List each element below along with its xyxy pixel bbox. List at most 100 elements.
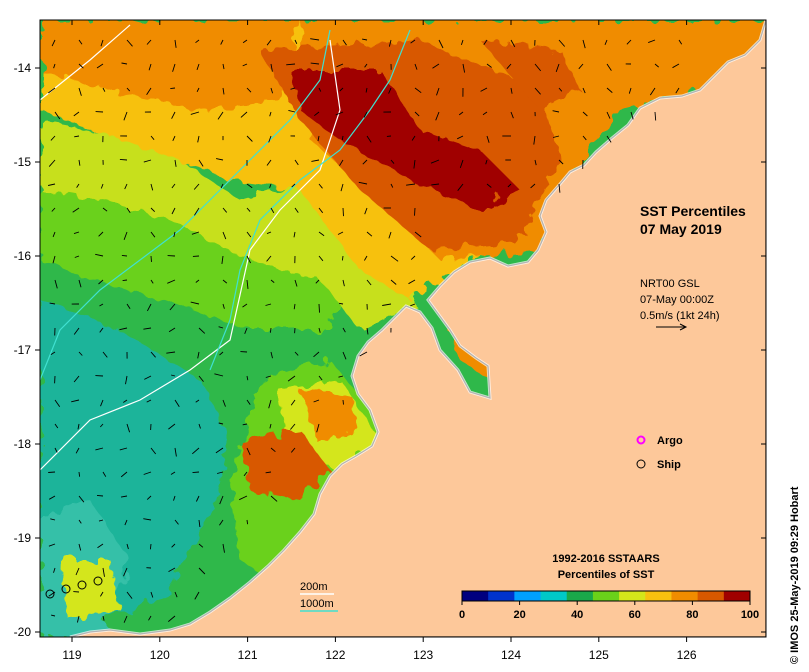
- colorbar-swatch: [566, 591, 594, 601]
- current-arrow: [341, 255, 344, 261]
- current-arrow: [143, 518, 152, 521]
- current-arrow: [270, 207, 275, 214]
- current-arrow: [246, 183, 253, 189]
- current-arrow: [246, 207, 251, 212]
- current-arrow: [365, 87, 368, 93]
- current-arrow: [190, 301, 200, 305]
- current-arrow: [438, 39, 444, 49]
- current-arrow: [364, 63, 368, 68]
- current-arrow: [315, 279, 320, 284]
- current-arrow: [672, 63, 680, 69]
- current-arrow: [316, 423, 320, 433]
- y-tick-label: -14: [14, 61, 32, 75]
- current-arrow: [75, 447, 80, 454]
- current-arrow: [266, 231, 272, 235]
- current-arrow: [506, 63, 512, 69]
- current-arrow: [649, 87, 656, 96]
- current-arrow: [73, 327, 80, 335]
- colorbar-tick-label: 40: [571, 609, 583, 621]
- colorbar-tick-label: 80: [686, 609, 698, 621]
- current-arrow: [265, 375, 272, 378]
- current-arrow: [510, 111, 514, 119]
- current-arrow: [358, 181, 368, 185]
- current-arrow: [414, 231, 422, 238]
- colorbar-tick-label: 0: [459, 609, 465, 621]
- colorbar-frame: [461, 590, 751, 602]
- current-arrow: [480, 87, 488, 92]
- colorbar-swatch: [462, 591, 489, 601]
- colorbar-swatch: [488, 591, 515, 601]
- current-arrow: [149, 543, 152, 550]
- current-arrow: [217, 111, 224, 120]
- current-arrow: [71, 399, 80, 403]
- current-arrow: [294, 159, 299, 166]
- current-arrow: [192, 471, 200, 474]
- current-arrow: [410, 303, 416, 307]
- current-arrow: [100, 591, 104, 597]
- current-arrow: [168, 615, 176, 622]
- current-arrow: [74, 135, 80, 138]
- current-arrow: [268, 399, 272, 409]
- current-arrow: [270, 495, 278, 502]
- current-arrow: [459, 159, 464, 169]
- colorbar: [461, 590, 751, 602]
- current-arrow: [342, 351, 347, 360]
- current-arrow: [266, 159, 272, 166]
- current-arrow: [119, 447, 128, 451]
- current-arrow: [150, 255, 152, 262]
- current-arrow: [359, 351, 368, 357]
- x-tick-label: 126: [677, 648, 697, 662]
- current-arrow: [54, 279, 58, 289]
- current-arrow: [390, 159, 395, 164]
- current-arrow: [48, 183, 56, 186]
- current-info-line2: 07-May 00:00Z: [640, 294, 714, 306]
- current-arrow: [195, 279, 200, 283]
- current-arrow: [335, 111, 344, 116]
- current-arrow: [54, 447, 58, 453]
- current-arrow: [102, 87, 106, 92]
- current-arrow: [242, 303, 248, 308]
- current-arrow: [219, 519, 224, 526]
- current-arrow: [318, 207, 324, 214]
- current-arrow: [98, 519, 104, 522]
- current-arrow: [310, 62, 320, 65]
- current-arrow: [78, 351, 83, 356]
- current-arrow: [170, 471, 176, 475]
- current-arrow: [220, 183, 224, 189]
- current-arrow: [123, 231, 128, 240]
- current-arrow: [606, 135, 612, 143]
- map-title-line1: SST Percentiles: [640, 203, 746, 219]
- current-arrow: [678, 39, 683, 45]
- current-arrow: [219, 351, 224, 356]
- current-arrow: [171, 543, 176, 548]
- current-arrow: [269, 111, 272, 117]
- y-tick-label: -15: [14, 155, 32, 169]
- current-arrow: [76, 183, 80, 188]
- current-arrow: [150, 351, 156, 358]
- current-arrow: [54, 423, 59, 429]
- current-arrow: [147, 303, 152, 312]
- current-arrow: [341, 135, 344, 141]
- current-arrow: [198, 567, 206, 575]
- current-arrow: [413, 159, 416, 169]
- current-arrow: [121, 62, 128, 65]
- current-arrow: [411, 135, 416, 141]
- current-arrow: [431, 183, 440, 186]
- current-arrow: [197, 351, 200, 359]
- current-arrow: [150, 135, 155, 140]
- current-arrow: [337, 231, 344, 235]
- current-arrow: [174, 39, 177, 48]
- x-axis: 119 120 121 122 123 124 125 126: [62, 20, 697, 662]
- current-arrow: [558, 39, 566, 47]
- current-arrow: [291, 183, 296, 188]
- current-arrow: [318, 375, 323, 381]
- colorbar-swatch: [540, 591, 568, 601]
- current-arrow: [462, 63, 466, 73]
- current-arrow: [52, 255, 56, 264]
- current-arrow: [148, 615, 152, 621]
- current-arrow: [120, 471, 128, 478]
- current-arrow: [222, 87, 225, 95]
- current-arrow: [246, 135, 253, 142]
- current-arrow: [78, 471, 81, 477]
- current-arrow: [173, 231, 176, 238]
